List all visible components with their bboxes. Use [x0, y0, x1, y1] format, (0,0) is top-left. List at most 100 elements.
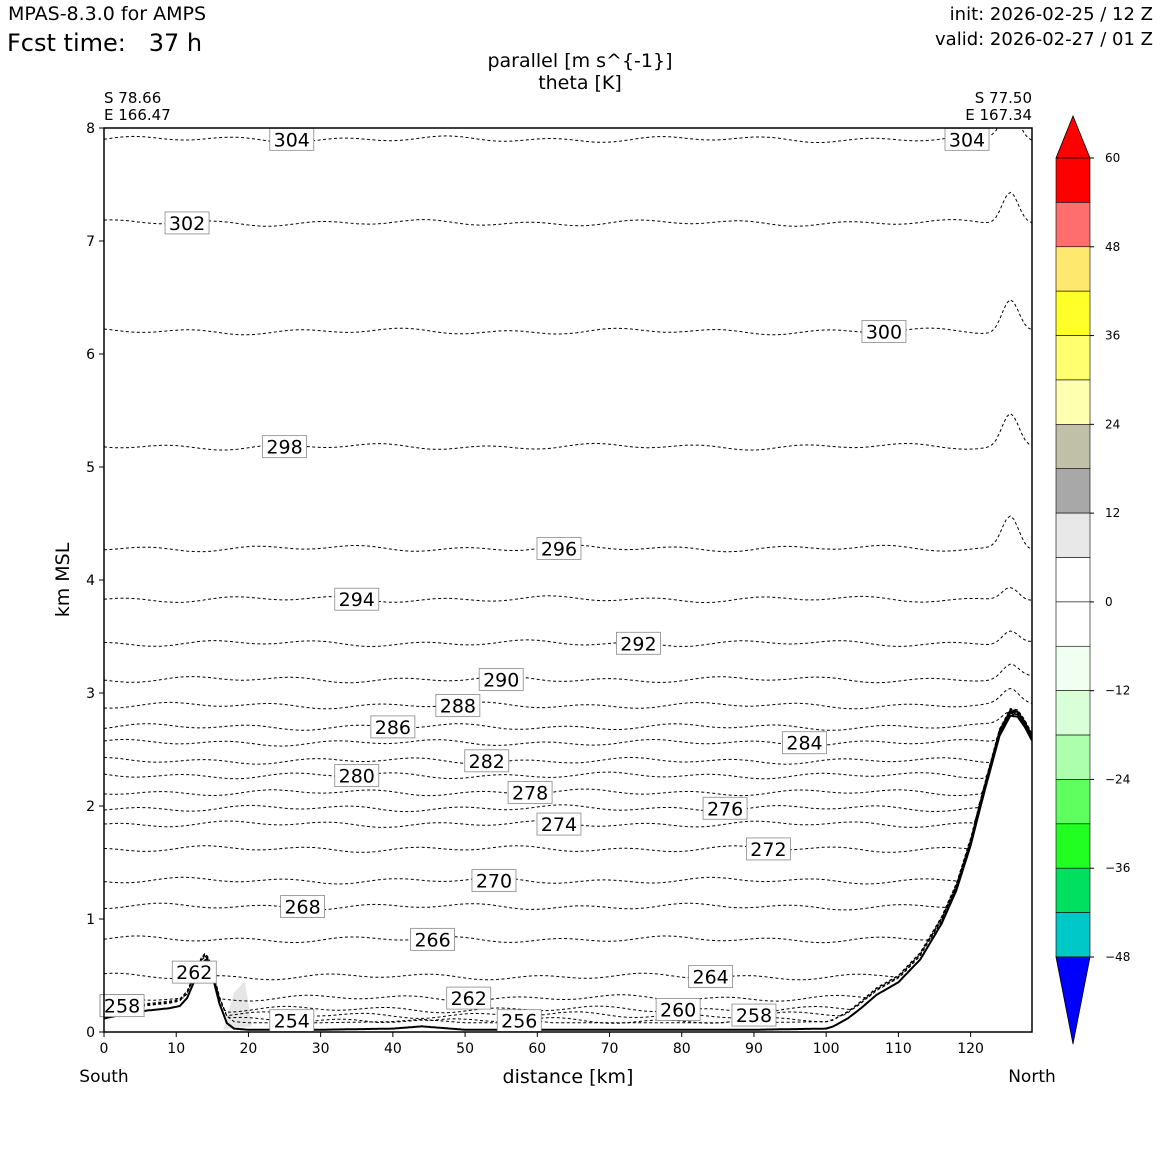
- theta-contour-260: [104, 710, 1032, 1014]
- init-time: init: 2026-02-25 / 12 Z: [949, 4, 1153, 25]
- theta-label-box-266: [410, 927, 455, 951]
- theta-label-box-264: [688, 965, 734, 989]
- theta-contour-266: [104, 712, 1032, 944]
- colorbar-band--36: [1055, 867, 1091, 913]
- colorbar-band--30: [1055, 823, 1091, 869]
- colorbar-tick-label-24: 24: [1105, 417, 1120, 431]
- theta-label-296: 296: [541, 538, 577, 560]
- theta-label-box-278: [507, 781, 553, 804]
- colorbar-tick-label-48: 48: [1105, 240, 1120, 254]
- colorbar-band-36: [1055, 335, 1091, 381]
- theta-label-288: 288: [440, 695, 476, 717]
- forecast-time-label: Fcst time:: [7, 29, 126, 57]
- y-tick-label-2: 2: [86, 799, 95, 815]
- right-end-lat: S 77.50: [975, 89, 1032, 107]
- terrain-line: [104, 714, 1032, 1031]
- y-axis-label: km MSL: [52, 542, 74, 617]
- theta-label-254: 254: [274, 1011, 310, 1033]
- y-tick-label-7: 7: [86, 234, 95, 250]
- x-tick-label-90: 90: [745, 1041, 763, 1057]
- theta-contour-302: [104, 191, 1032, 227]
- theta-label-box-282: [464, 749, 510, 773]
- theta-label-272: 272: [750, 839, 786, 861]
- theta-label-box-288: [435, 694, 481, 717]
- theta-label-box-272: [746, 837, 791, 861]
- theta-contour-276: [104, 709, 1032, 813]
- theta-label-box-258-b: [731, 1003, 777, 1027]
- colorbar-band-60: [1055, 157, 1091, 203]
- colorbar-band-12: [1055, 512, 1091, 558]
- theta-label-box-284: [782, 731, 827, 755]
- x-tick-label-10: 10: [167, 1041, 185, 1057]
- theta-label-box-290: [478, 668, 524, 691]
- theta-label-304-b: 304: [949, 129, 985, 151]
- colorbar-band-0: [1055, 601, 1091, 647]
- theta-label-box-260-b: [655, 998, 701, 1021]
- right-end-lon: E 167.34: [965, 106, 1032, 124]
- theta-contour-274: [104, 709, 1032, 828]
- theta-label-box-262-b: [446, 986, 492, 1010]
- theta-contour-304: [104, 128, 1032, 144]
- y-tick-label-6: 6: [86, 347, 95, 363]
- x-tick-label-0: 0: [100, 1041, 109, 1057]
- theta-label-box-270: [471, 869, 517, 892]
- theta-label-270: 270: [476, 871, 512, 893]
- colorbar-band-54: [1055, 202, 1091, 248]
- x-tick-label-100: 100: [813, 1041, 840, 1057]
- y-tick-label-0: 0: [86, 1025, 95, 1041]
- theta-label-300: 300: [866, 321, 902, 343]
- theta-label-262: 262: [176, 962, 212, 984]
- x-tick-label-30: 30: [312, 1041, 330, 1057]
- theta-label-274: 274: [541, 814, 577, 836]
- theta-label-290: 290: [483, 669, 519, 691]
- left-end-lon: E 166.47: [104, 106, 171, 124]
- theta-label-box-268: [280, 895, 325, 918]
- colorbar-tick-label--24: −24: [1105, 772, 1130, 786]
- theta-label-304: 304: [274, 129, 310, 151]
- colorbar-band-30: [1055, 379, 1091, 425]
- colorbar-band--42: [1055, 912, 1091, 958]
- x-tick-label-60: 60: [528, 1041, 546, 1057]
- y-tick-label-4: 4: [86, 573, 95, 589]
- theta-label-278: 278: [512, 782, 548, 804]
- theta-label-258: 258: [104, 996, 140, 1018]
- colorbar-tick-label-12: 12: [1105, 506, 1120, 520]
- theta-label-box-294: [334, 587, 380, 611]
- theta-label-box-280: [334, 764, 380, 787]
- colorbar-band--12: [1055, 690, 1091, 736]
- theta-label-258-b: 258: [736, 1005, 772, 1027]
- x-axis-label: distance [km]: [503, 1066, 634, 1088]
- plot-frame: [103, 127, 1033, 1033]
- y-tick-label-8: 8: [86, 121, 95, 137]
- theta-label-268: 268: [284, 897, 320, 919]
- y-tick-label-1: 1: [86, 912, 95, 928]
- colorbar-band-42: [1055, 290, 1091, 336]
- colorbar-tick-label-60: 60: [1105, 151, 1120, 165]
- theta-contour-262: [104, 710, 1032, 1002]
- colorbar-tick-label--36: −36: [1105, 861, 1130, 875]
- colorbar-extend-max: [1055, 114, 1091, 159]
- theta-label-box-274: [536, 812, 582, 836]
- x-tick-label-80: 80: [673, 1041, 691, 1057]
- x-tick-label-120: 120: [957, 1041, 984, 1057]
- theta-label-292: 292: [620, 633, 656, 655]
- theta-label-262-b: 262: [451, 988, 487, 1010]
- theta-contour-270: [104, 713, 1032, 885]
- theta-label-282: 282: [469, 751, 505, 773]
- theta-contours-group: [104, 128, 1032, 1031]
- theta-contour-258: [104, 709, 1032, 1019]
- theta-contour-268: [104, 712, 1032, 911]
- model-title: MPAS-8.3.0 for AMPS: [8, 3, 207, 25]
- x-tick-label-20: 20: [240, 1041, 258, 1057]
- colorbar-band--18: [1055, 734, 1091, 780]
- theta-contour-284: [104, 712, 1032, 747]
- chart-title-line1: parallel [m s^{-1}]: [487, 50, 672, 72]
- theta-label-box-258: [99, 994, 145, 1018]
- valid-time: valid: 2026-02-27 / 01 Z: [935, 29, 1153, 50]
- theta-contour-292: [104, 630, 1032, 648]
- x-tick-label-110: 110: [885, 1041, 912, 1057]
- theta-label-box-286: [370, 715, 416, 739]
- theta-contour-280: [104, 711, 1032, 780]
- theta-label-276: 276: [707, 798, 743, 820]
